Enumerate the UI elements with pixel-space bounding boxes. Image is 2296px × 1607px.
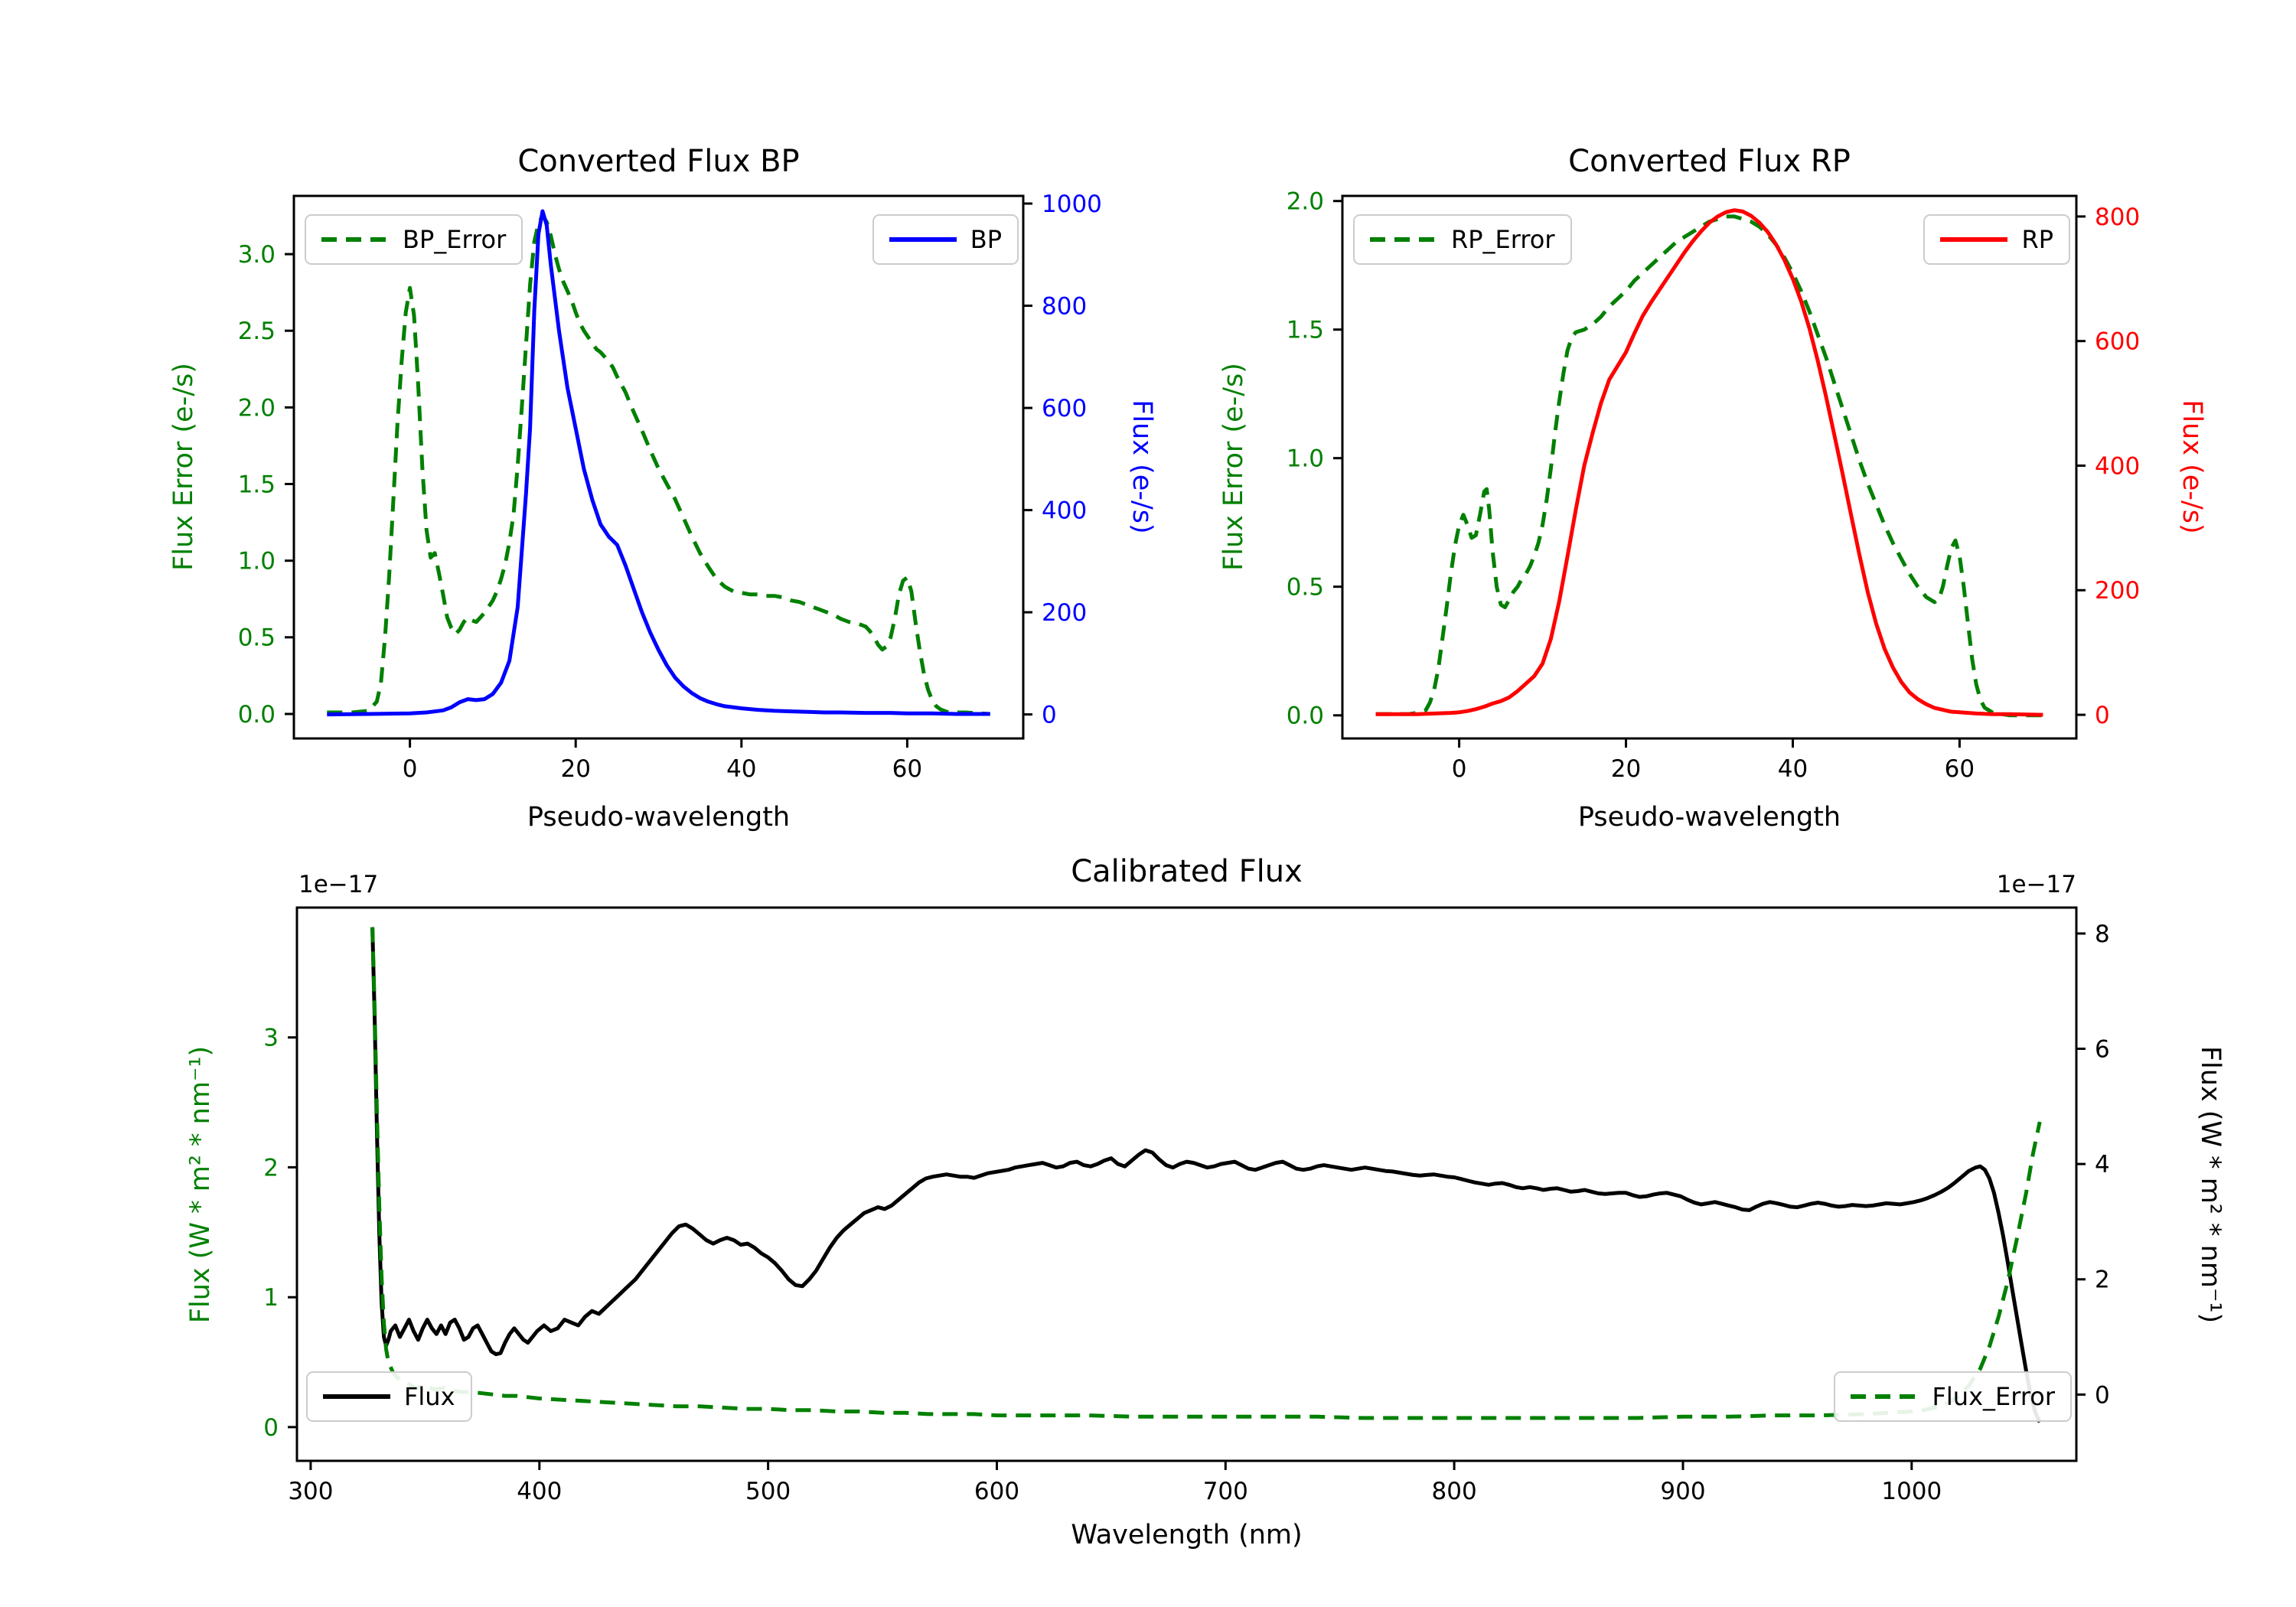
calibrated-xaxis-label: Wavelength (nm): [1071, 1520, 1303, 1550]
rp-error-legend-label: RP_Error: [1451, 225, 1555, 254]
rp-left-yaxis-label: Flux Error (e-/s): [1218, 363, 1249, 571]
svg-text:600: 600: [974, 1478, 1019, 1505]
bp-xaxis-label: Pseudo-wavelength: [527, 802, 791, 833]
bp-plot-area: 0 20 40 60 0.0 0.5 1.0 1.5 2.0 2.5 3.0 0 200 400 600 80…: [238, 191, 1102, 783]
svg-text:40: 40: [1778, 755, 1808, 783]
svg-text:800: 800: [2095, 204, 2140, 231]
svg-text:500: 500: [745, 1478, 791, 1505]
rp-legend-line: [1940, 237, 2008, 242]
rp-error-curve: [1375, 214, 2043, 718]
svg-text:0.0: 0.0: [1287, 702, 1324, 730]
svg-text:400: 400: [1042, 497, 1087, 524]
bp-chart-title: Converted Flux BP: [517, 144, 800, 179]
calibrated-right-yaxis-label: Flux (W * m² * nm⁻¹): [2195, 1045, 2226, 1324]
bp-right-yaxis-label: Flux (e-/s): [1127, 399, 1157, 534]
svg-text:2: 2: [2095, 1266, 2110, 1294]
rp-legend: RP: [1923, 214, 2070, 265]
right-axis-offset-text: 1e−17: [1996, 871, 2076, 898]
bp-legend-label: BP: [970, 225, 1002, 254]
svg-text:1.5: 1.5: [238, 471, 276, 498]
svg-text:0.5: 0.5: [238, 624, 276, 652]
svg-text:1000: 1000: [1881, 1478, 1942, 1505]
svg-text:200: 200: [1042, 599, 1087, 627]
rp-right-yaxis-label: Flux (e-/s): [2177, 399, 2207, 534]
flux-error-legend-line: [1851, 1394, 1919, 1399]
rp-legend-label: RP: [2021, 225, 2053, 254]
calibrated-flux-title: Calibrated Flux: [1071, 854, 1303, 889]
svg-text:2.0: 2.0: [238, 394, 276, 422]
svg-text:2.0: 2.0: [1287, 188, 1324, 216]
rp-chart-title: Converted Flux RP: [1568, 144, 1851, 179]
svg-text:40: 40: [726, 755, 756, 783]
bp-error-legend: BP_Error: [305, 214, 523, 265]
svg-text:0: 0: [263, 1414, 279, 1442]
flux-error-legend-label: Flux_Error: [1932, 1382, 2055, 1411]
svg-text:20: 20: [1611, 755, 1641, 783]
flux-error-curve: [370, 927, 2042, 1420]
calibrated-plot-area: 300 400 500 600 700 800 900 1000 0 1 2 3 0 2 4 6 8: [263, 906, 2110, 1505]
svg-text:600: 600: [1042, 395, 1087, 422]
rp-error-legend: RP_Error: [1353, 214, 1572, 265]
svg-text:700: 700: [1203, 1478, 1248, 1505]
svg-text:4: 4: [2095, 1151, 2110, 1178]
rp-curve: [1375, 208, 2043, 717]
bp-error-legend-line: [321, 237, 389, 242]
flux-legend: Flux: [306, 1371, 472, 1422]
bp-legend: BP: [872, 214, 1019, 265]
rp-error-legend-line: [1370, 237, 1437, 242]
flux-legend-label: Flux: [404, 1382, 455, 1411]
svg-text:300: 300: [288, 1478, 333, 1505]
svg-text:400: 400: [517, 1478, 562, 1505]
bp-error-legend-label: BP_Error: [403, 225, 507, 254]
bp-left-yaxis-label: Flux Error (e-/s): [168, 363, 199, 571]
bp-error-curve: [327, 214, 990, 716]
svg-text:2: 2: [263, 1154, 279, 1182]
svg-text:60: 60: [1945, 755, 1975, 783]
svg-text:6: 6: [2095, 1035, 2110, 1063]
svg-text:1.0: 1.0: [1287, 445, 1324, 473]
svg-text:900: 900: [1660, 1478, 1705, 1505]
svg-text:20: 20: [560, 755, 590, 783]
flux-error-legend: Flux_Error: [1834, 1371, 2072, 1422]
rp-plot-area: 0 20 40 60 0.0 0.5 1.0 1.5 2.0 0 200 400 600 800: [1287, 188, 2140, 783]
svg-text:0: 0: [403, 755, 418, 783]
svg-text:0.5: 0.5: [1287, 574, 1324, 601]
svg-text:8: 8: [2095, 921, 2110, 948]
svg-text:1.5: 1.5: [1287, 317, 1324, 344]
left-axis-offset-text: 1e−17: [298, 871, 379, 898]
flux-curve: [370, 927, 2042, 1423]
svg-text:3: 3: [263, 1025, 279, 1052]
svg-text:400: 400: [2095, 452, 2140, 480]
svg-text:800: 800: [1042, 292, 1087, 320]
svg-text:0: 0: [2095, 702, 2110, 729]
calibrated-left-yaxis-label: Flux (W * m² * nm⁻¹): [185, 1045, 216, 1324]
bp-legend-line: [889, 237, 957, 242]
svg-text:3.0: 3.0: [238, 241, 276, 269]
svg-text:600: 600: [2095, 328, 2140, 356]
svg-text:60: 60: [892, 755, 922, 783]
svg-text:0: 0: [2095, 1381, 2110, 1409]
svg-text:0.0: 0.0: [238, 701, 276, 729]
svg-text:2.5: 2.5: [238, 318, 276, 345]
svg-text:1000: 1000: [1042, 191, 1102, 218]
svg-text:1: 1: [263, 1284, 279, 1312]
svg-text:0: 0: [1452, 755, 1467, 783]
svg-text:200: 200: [2095, 577, 2140, 605]
svg-text:0: 0: [1042, 701, 1057, 729]
bp-curve: [327, 209, 990, 717]
rp-xaxis-label: Pseudo-wavelength: [1577, 802, 1841, 833]
svg-text:800: 800: [1432, 1478, 1477, 1505]
svg-text:1.0: 1.0: [238, 548, 276, 575]
flux-legend-line: [323, 1394, 390, 1399]
